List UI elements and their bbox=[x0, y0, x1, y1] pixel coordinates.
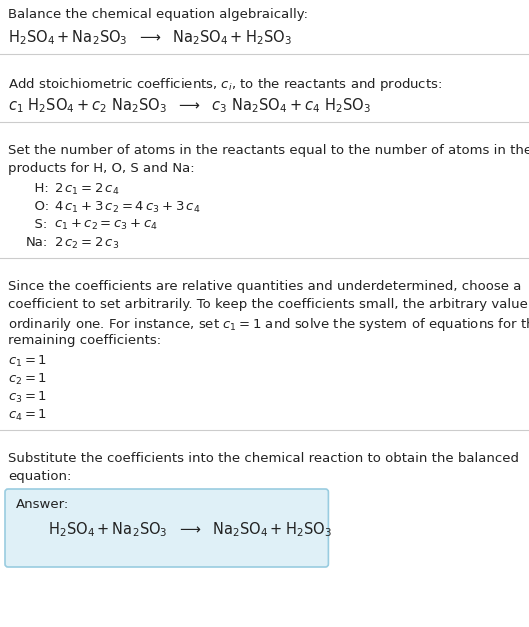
Text: Substitute the coefficients into the chemical reaction to obtain the balanced: Substitute the coefficients into the che… bbox=[8, 452, 519, 465]
Text: Na:: Na: bbox=[26, 236, 48, 249]
Text: $2\,c_1 = 2\,c_4$: $2\,c_1 = 2\,c_4$ bbox=[54, 182, 120, 197]
Text: Balance the chemical equation algebraically:: Balance the chemical equation algebraica… bbox=[8, 8, 308, 21]
Text: equation:: equation: bbox=[8, 470, 71, 483]
Text: S:: S: bbox=[26, 218, 47, 231]
Text: H:: H: bbox=[26, 182, 49, 195]
Text: $c_2 = 1$: $c_2 = 1$ bbox=[8, 372, 47, 387]
Text: $c_1 = 1$: $c_1 = 1$ bbox=[8, 354, 47, 369]
Text: $\mathregular{H_2SO_4 + Na_2SO_3}$  $\longrightarrow$  $\mathregular{Na_2SO_4 + : $\mathregular{H_2SO_4 + Na_2SO_3}$ $\lon… bbox=[8, 28, 292, 46]
Text: remaining coefficients:: remaining coefficients: bbox=[8, 334, 161, 347]
Text: ordinarily one. For instance, set $c_1 = 1$ and solve the system of equations fo: ordinarily one. For instance, set $c_1 =… bbox=[8, 316, 529, 333]
Text: Set the number of atoms in the reactants equal to the number of atoms in the: Set the number of atoms in the reactants… bbox=[8, 144, 529, 157]
Text: products for H, O, S and Na:: products for H, O, S and Na: bbox=[8, 162, 195, 175]
Text: coefficient to set arbitrarily. To keep the coefficients small, the arbitrary va: coefficient to set arbitrarily. To keep … bbox=[8, 298, 529, 311]
Text: $c_1 + c_2 = c_3 + c_4$: $c_1 + c_2 = c_3 + c_4$ bbox=[54, 218, 158, 232]
Text: Add stoichiometric coefficients, $c_i$, to the reactants and products:: Add stoichiometric coefficients, $c_i$, … bbox=[8, 76, 442, 93]
Text: $4\,c_1 + 3\,c_2 = 4\,c_3 + 3\,c_4$: $4\,c_1 + 3\,c_2 = 4\,c_3 + 3\,c_4$ bbox=[54, 200, 200, 215]
Text: $c_1\ \mathregular{H_2SO_4} + c_2\ \mathregular{Na_2SO_3}$  $\longrightarrow$  $: $c_1\ \mathregular{H_2SO_4} + c_2\ \math… bbox=[8, 96, 371, 115]
FancyBboxPatch shape bbox=[5, 489, 329, 567]
Text: $\mathregular{H_2SO_4 + Na_2SO_3}$  $\longrightarrow$  $\mathregular{Na_2SO_4 + : $\mathregular{H_2SO_4 + Na_2SO_3}$ $\lon… bbox=[48, 520, 332, 539]
Text: O:: O: bbox=[26, 200, 49, 213]
Text: Since the coefficients are relative quantities and underdetermined, choose a: Since the coefficients are relative quan… bbox=[8, 280, 522, 293]
Text: Answer:: Answer: bbox=[16, 498, 69, 511]
Text: $c_4 = 1$: $c_4 = 1$ bbox=[8, 408, 47, 423]
Text: $c_3 = 1$: $c_3 = 1$ bbox=[8, 390, 47, 405]
Text: $2\,c_2 = 2\,c_3$: $2\,c_2 = 2\,c_3$ bbox=[54, 236, 120, 251]
